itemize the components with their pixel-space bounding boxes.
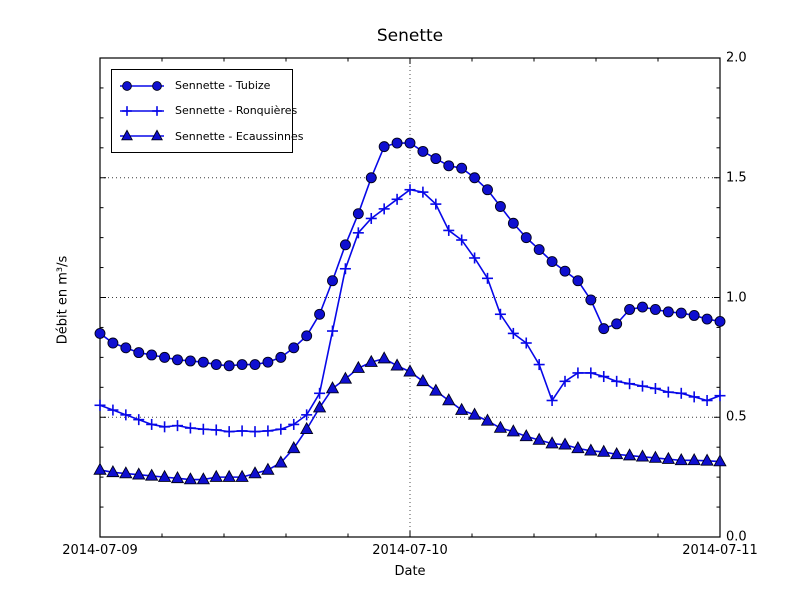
legend-line-circle-marker-icon bbox=[120, 80, 164, 91]
legend-item-label: Sennette - Ronquières bbox=[175, 104, 298, 118]
axis-ticks bbox=[99, 57, 721, 538]
y-tick-label-0.0: 0.0 bbox=[726, 529, 747, 545]
x-tick-label-2014-07-10: 2014-07-10 bbox=[372, 543, 448, 558]
gridlines bbox=[100, 58, 720, 537]
y-axis-label: Débit en m³/s bbox=[55, 255, 71, 345]
legend-item-label: Sennette - Ecaussinnes bbox=[175, 129, 304, 143]
x-axis-label: Date bbox=[394, 564, 426, 579]
x-tick-label-2014-07-09: 2014-07-09 bbox=[62, 543, 138, 558]
chart-title: Senette bbox=[376, 26, 444, 46]
legend-item: Sennette - Ronquières bbox=[116, 103, 297, 119]
y-tick-label-0.5: 0.5 bbox=[726, 409, 747, 425]
series-markers-sennette-tubize bbox=[94, 137, 726, 372]
legend-item-label: Sennette - Tubize bbox=[175, 79, 271, 93]
y-tick-label-1.5: 1.5 bbox=[726, 170, 747, 186]
legend-item: Sennette - Ecaussinnes bbox=[116, 128, 304, 144]
y-tick-label-1.0: 1.0 bbox=[726, 290, 747, 306]
legend-item: Sennette - Tubize bbox=[116, 78, 288, 94]
legend-line-triangle-marker-icon bbox=[120, 129, 164, 141]
series-line-sennette-ecaussinnes bbox=[99, 357, 721, 481]
x-tick-label-2014-07-11: 2014-07-11 bbox=[682, 543, 758, 558]
legend-line-plus-marker-icon bbox=[120, 106, 164, 116]
y-tick-label-2.0: 2.0 bbox=[726, 50, 747, 66]
series-markers-sennette-ecaussinnes bbox=[93, 351, 727, 485]
series-markers-sennette-ronqui-res bbox=[94, 184, 726, 438]
legend: Sennette - Tubize Sennette - Ronquières … bbox=[111, 69, 304, 153]
